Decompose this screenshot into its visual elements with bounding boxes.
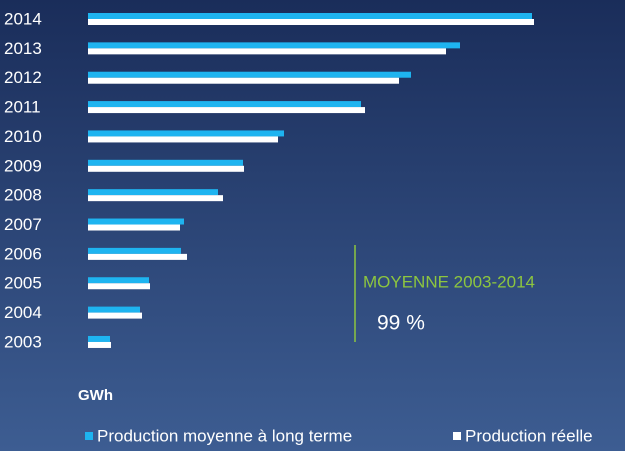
bar <box>88 136 278 143</box>
bar <box>88 224 180 231</box>
bar <box>88 218 184 225</box>
bar <box>88 277 149 284</box>
y-tick-label: 2005 <box>4 274 42 293</box>
y-tick-label: 2013 <box>4 39 42 58</box>
bar <box>88 42 460 49</box>
bar <box>88 335 110 342</box>
legend-label: Production réelle <box>465 426 593 445</box>
y-tick-label: 2010 <box>4 127 42 146</box>
y-tick-label: 2007 <box>4 215 42 234</box>
y-tick-label: 2006 <box>4 244 42 263</box>
y-tick-label: 2003 <box>4 332 42 351</box>
bar <box>88 159 243 166</box>
bar <box>88 165 244 172</box>
y-tick-label: 2012 <box>4 68 42 87</box>
bar <box>88 19 534 25</box>
bar <box>88 101 361 108</box>
bar <box>88 107 365 114</box>
bar <box>88 48 446 55</box>
y-tick-label: 2011 <box>4 98 41 117</box>
y-tick-label: 2008 <box>4 186 42 205</box>
annotation-title: MOYENNE 2003-2014 <box>363 272 535 291</box>
bar <box>88 341 111 348</box>
bar <box>88 189 218 196</box>
axis-label: GWh <box>78 387 113 404</box>
bar <box>88 306 140 313</box>
bar <box>88 71 411 78</box>
y-tick-label: 2014 <box>4 9 42 28</box>
bar <box>88 283 150 290</box>
bar <box>88 195 223 202</box>
bar <box>88 13 532 19</box>
y-tick-label: 2009 <box>4 156 42 175</box>
legend-label: Production moyenne à long terme <box>97 426 352 445</box>
bar <box>88 130 284 137</box>
bar <box>88 247 181 254</box>
legend-swatch <box>85 432 93 440</box>
y-tick-label: 2004 <box>4 303 42 322</box>
annotation-value: 99 % <box>377 312 425 335</box>
bar <box>88 253 187 260</box>
legend-swatch <box>453 432 461 440</box>
bar <box>88 312 142 319</box>
bar <box>88 77 399 84</box>
